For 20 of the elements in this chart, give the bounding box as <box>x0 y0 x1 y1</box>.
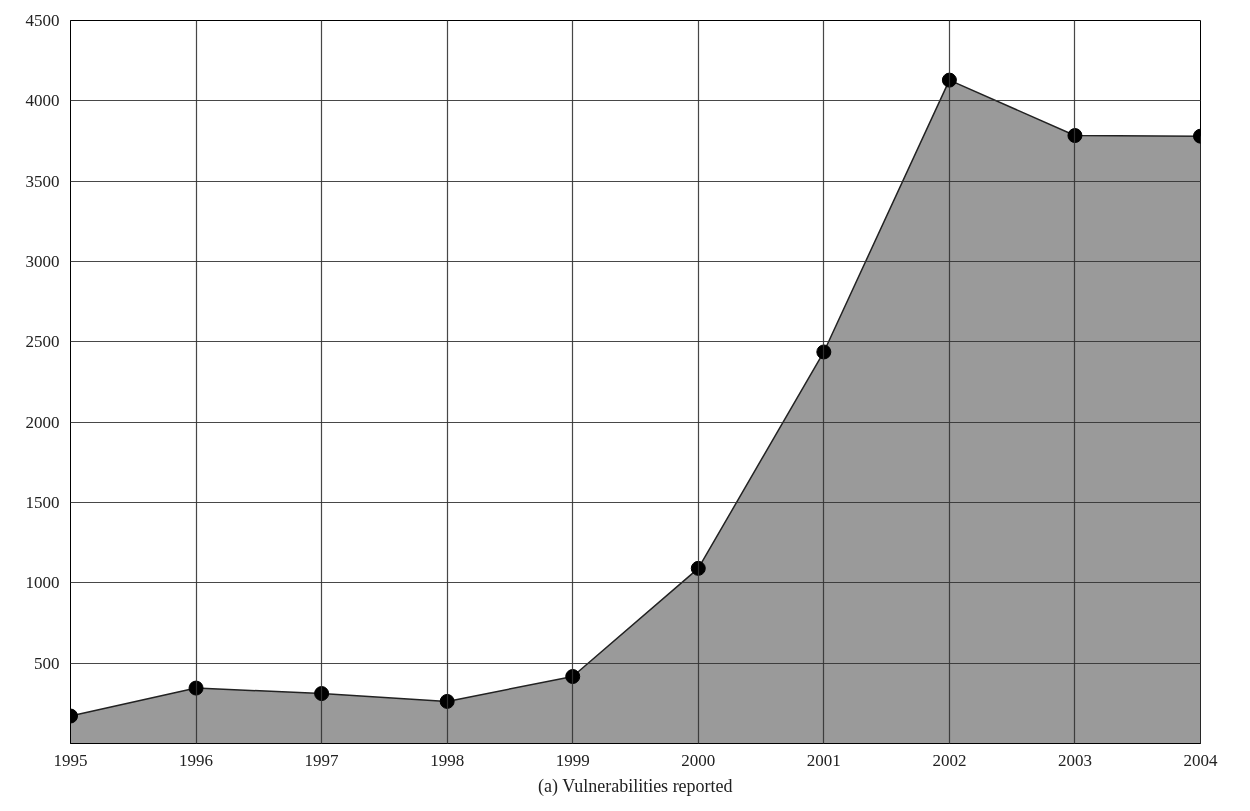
x-tick-label: 1996 <box>179 750 214 770</box>
x-tick-label: 2002 <box>932 750 967 770</box>
x-tick-label: 1995 <box>53 750 88 770</box>
y-tick-label: 4500 <box>25 11 60 30</box>
text: (a) Vulnerabilities reported <box>538 775 733 797</box>
y-tick-label: 4000 <box>25 91 60 111</box>
x-tick-label: 2001 <box>806 750 841 770</box>
y-tick-label: 1000 <box>25 573 60 593</box>
x-tick-label: 1999 <box>555 750 590 770</box>
y-tick-label: 500 <box>34 653 60 673</box>
y-tick-label: 3500 <box>25 171 60 191</box>
y-tick-label: 2500 <box>25 332 60 352</box>
x-tick-label: 1998 <box>430 750 465 770</box>
x-tick-label: 2000 <box>681 750 716 770</box>
x-tick-label: 2003 <box>1057 750 1092 770</box>
y-tick-label: 3000 <box>25 252 60 271</box>
x-tick-label: 1997 <box>304 750 340 770</box>
y-tick-label: 2000 <box>25 412 60 432</box>
y-tick-label: 1500 <box>25 493 60 512</box>
x-tick-label: 2004 <box>1183 750 1218 770</box>
